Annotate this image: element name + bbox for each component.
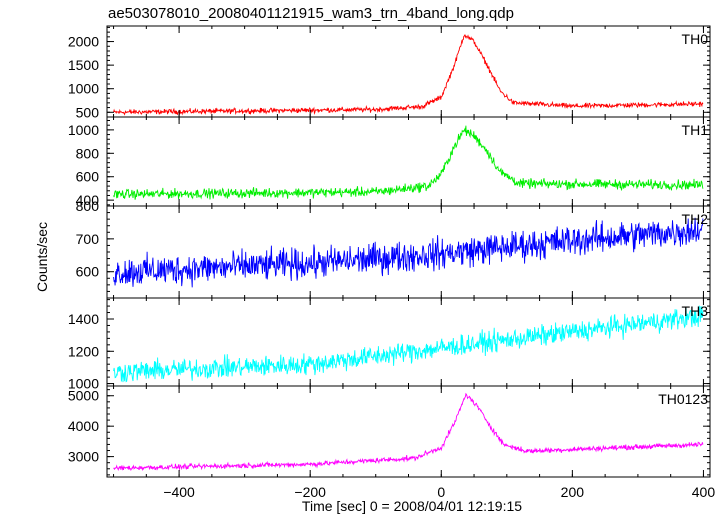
x-tick-label: 200: [561, 484, 585, 500]
panel-th0123: 3000 4000 5000 TH0123: [68, 385, 711, 478]
x-axis-label: Time [sec] 0 = 2008/04/01 12:19:15: [302, 498, 522, 514]
y-tick-label: 500: [76, 104, 100, 120]
y-tick-label: 400: [76, 192, 100, 208]
panel-label-th3: TH3: [682, 303, 709, 319]
y-tick-label: 1400: [68, 311, 99, 327]
y-tick-label: 1000: [68, 122, 99, 138]
y-tick-label: 1000: [68, 376, 99, 392]
x-tick-label: −400: [163, 484, 195, 500]
panel-label-th1: TH1: [682, 122, 709, 138]
y-tick-label: 5000: [68, 388, 99, 404]
panel-frame: [106, 385, 711, 478]
y-tick-label: 700: [76, 231, 100, 247]
x-tick-label: 400: [692, 484, 716, 500]
panel-label-th0123: TH0123: [658, 391, 708, 407]
series-line-th1: [113, 125, 704, 200]
y-tick-label: 4000: [68, 418, 99, 434]
chart-title: ae503078010_20080401121915_wam3_trn_4ban…: [108, 5, 514, 22]
y-tick-label: 1000: [68, 81, 99, 97]
panel-th3: 1000 1200 1400 TH3: [68, 297, 711, 392]
panel-th1: 400 600 800 1000 TH1: [68, 116, 711, 208]
series-line-th0123: [113, 392, 704, 472]
panel-label-th2: TH2: [682, 211, 709, 227]
panel-th0: 500 1000 1500 2000 TH0: [68, 25, 711, 120]
y-axis-label: Counts/sec: [34, 222, 50, 292]
panel-label-th0: TH0: [682, 31, 709, 47]
y-tick-label: 3000: [68, 449, 99, 465]
panel-frame: [106, 25, 711, 118]
x-tick-label: −200: [294, 484, 326, 500]
x-axis: −400 −200 0 200 400: [163, 484, 715, 500]
y-tick-label: 600: [76, 169, 100, 185]
panels-group: 500 1000 1500 2000 TH0 400 600 800 1000 TH1 600 700…: [68, 25, 711, 478]
y-tick-label: 600: [76, 264, 100, 280]
y-tick-label: 1200: [68, 343, 99, 359]
series-line-th2: [113, 217, 704, 288]
panel-th2: 600 700 800 TH2: [76, 198, 711, 299]
series-line-th0: [113, 33, 704, 116]
x-tick-label: 0: [437, 484, 445, 500]
y-tick-label: 800: [76, 198, 100, 214]
y-tick-label: 1500: [68, 57, 99, 73]
series-line-th3: [113, 305, 704, 383]
y-tick-label: 800: [76, 145, 100, 161]
y-tick-label: 2000: [68, 34, 99, 50]
